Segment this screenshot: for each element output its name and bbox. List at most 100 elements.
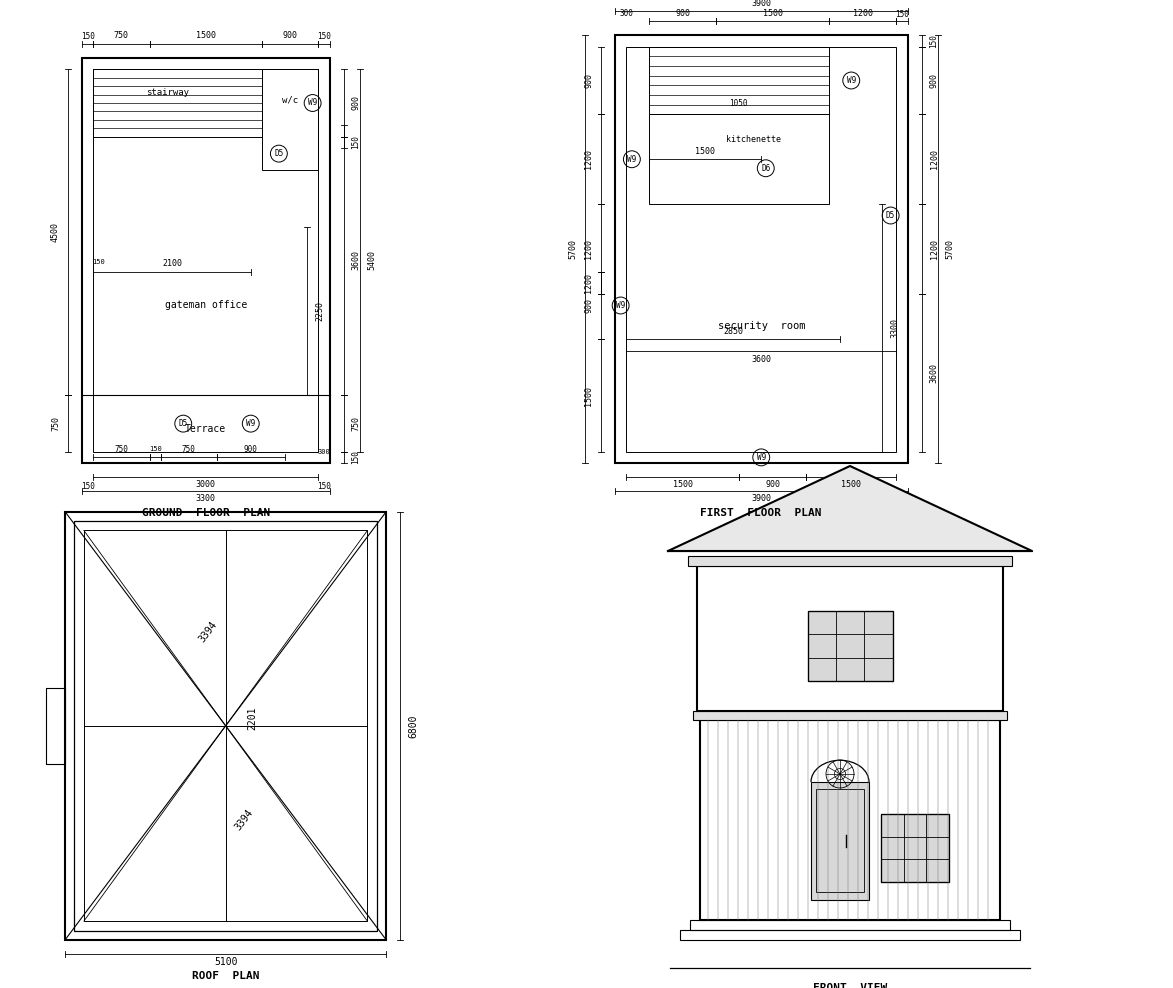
Text: 150: 150	[317, 33, 331, 41]
Text: 3000: 3000	[196, 480, 216, 489]
Text: W9: W9	[847, 76, 856, 85]
Bar	[649, 115, 829, 205]
Text: 900: 900	[765, 480, 780, 489]
Text: GROUND  FLOOR  PLAN: GROUND FLOOR PLAN	[142, 508, 270, 518]
Bar	[84, 531, 367, 921]
Text: 150: 150	[81, 33, 95, 41]
Text: 900: 900	[929, 73, 938, 88]
Text: D5: D5	[274, 149, 284, 158]
Text: 150: 150	[929, 35, 938, 48]
Bar	[65, 512, 386, 940]
Text: 150: 150	[93, 259, 106, 265]
Bar	[74, 521, 377, 931]
Text: 150: 150	[149, 447, 162, 453]
Bar	[697, 566, 1003, 711]
Text: 750: 750	[182, 445, 196, 453]
Text: 1500: 1500	[584, 385, 594, 405]
Text: D5: D5	[886, 211, 895, 220]
Text: 1050: 1050	[730, 99, 748, 109]
Bar	[881, 814, 949, 882]
Text: 5100: 5100	[213, 957, 237, 967]
Bar	[811, 782, 869, 900]
Bar	[615, 36, 908, 463]
Bar	[649, 46, 829, 115]
Text: 1200: 1200	[584, 239, 594, 259]
Text: W9: W9	[628, 155, 637, 164]
Text: 1500: 1500	[694, 147, 716, 156]
Text: 3300: 3300	[196, 495, 216, 504]
Text: 5700: 5700	[945, 239, 955, 259]
Bar	[93, 69, 262, 136]
Text: stairway: stairway	[147, 88, 189, 98]
Text: 4500: 4500	[50, 222, 60, 242]
Polygon shape	[667, 466, 1032, 551]
Text: 1200: 1200	[929, 239, 938, 259]
Bar	[689, 556, 1012, 566]
Text: 2201: 2201	[248, 706, 258, 729]
Text: W9: W9	[757, 453, 766, 461]
Text: 1500: 1500	[841, 480, 861, 489]
Text: 1500: 1500	[762, 9, 782, 18]
Bar	[680, 930, 1021, 940]
Text: Terrace: Terrace	[185, 424, 226, 435]
Bar	[807, 611, 893, 681]
Text: 2100: 2100	[162, 259, 182, 269]
Text: 3600: 3600	[929, 363, 938, 383]
Text: 150: 150	[895, 10, 909, 19]
Text: FIRST  FLOOR  PLAN: FIRST FLOOR PLAN	[700, 508, 822, 518]
Text: W9: W9	[616, 301, 625, 310]
Text: 900: 900	[584, 298, 594, 313]
Text: 900: 900	[244, 445, 258, 453]
Text: 750: 750	[352, 416, 360, 431]
Bar	[626, 46, 896, 452]
Text: 6800: 6800	[408, 714, 419, 738]
Text: 3900: 3900	[751, 495, 772, 504]
Text: 150: 150	[352, 135, 360, 149]
Bar	[93, 69, 318, 452]
Text: w/c: w/c	[282, 95, 298, 104]
Bar	[807, 611, 893, 681]
Bar	[262, 69, 318, 171]
Text: 750: 750	[115, 445, 128, 453]
Bar	[693, 711, 1006, 720]
Text: 750: 750	[114, 32, 129, 41]
Text: 1500: 1500	[196, 32, 216, 41]
Text: 900: 900	[584, 73, 594, 88]
Text: 3600: 3600	[352, 251, 360, 271]
Text: 5700: 5700	[568, 239, 577, 259]
Text: security  room: security room	[718, 321, 805, 331]
Text: 150: 150	[317, 482, 331, 491]
Text: 2250: 2250	[316, 301, 324, 321]
Text: D5: D5	[178, 419, 188, 428]
Text: 900: 900	[283, 32, 298, 41]
Text: 1200: 1200	[929, 149, 938, 169]
Text: 3394: 3394	[197, 619, 218, 644]
Text: D6: D6	[761, 164, 771, 173]
Bar	[690, 920, 1010, 930]
Text: 900: 900	[352, 96, 360, 111]
Text: 3300: 3300	[890, 318, 900, 338]
Text: 3900: 3900	[751, 0, 772, 8]
Text: 3394: 3394	[232, 807, 255, 833]
Text: 5400: 5400	[367, 251, 377, 271]
Text: W9: W9	[308, 99, 317, 108]
Bar	[700, 720, 1001, 920]
Text: W9: W9	[246, 419, 256, 428]
Bar	[46, 688, 65, 764]
Text: 2850: 2850	[723, 327, 744, 336]
Bar	[881, 814, 949, 882]
Text: 3600: 3600	[751, 355, 772, 364]
Text: 300: 300	[318, 450, 331, 455]
Text: 300: 300	[619, 10, 633, 19]
Text: 1500: 1500	[672, 480, 692, 489]
Text: 150: 150	[81, 482, 95, 491]
Text: 1200: 1200	[584, 149, 594, 169]
Text: 1200: 1200	[853, 9, 873, 18]
Text: FRONT  VIEW: FRONT VIEW	[813, 983, 887, 988]
Text: 900: 900	[674, 9, 690, 18]
Text: 750: 750	[50, 416, 60, 431]
Bar	[816, 789, 865, 892]
Text: 1200: 1200	[584, 273, 594, 293]
Text: kitchenette: kitchenette	[726, 135, 781, 144]
Bar	[82, 58, 330, 463]
